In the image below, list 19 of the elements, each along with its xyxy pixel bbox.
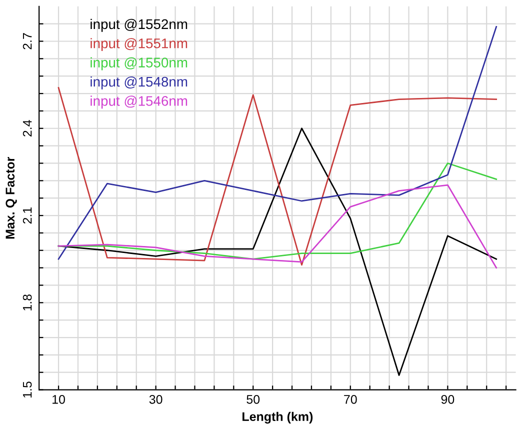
y-axis-title: Max. Q Factor xyxy=(6,156,17,239)
x-tick-label: 70 xyxy=(344,394,357,404)
x-tick-label: 50 xyxy=(246,394,260,404)
line-series xyxy=(58,128,498,376)
y-tick-label: 2.4 xyxy=(22,120,32,136)
x-tick-label: 90 xyxy=(441,394,454,404)
y-tick-label: 1.5 xyxy=(23,382,32,398)
text: input @1552nm xyxy=(90,18,188,32)
x-tick-label: 10 xyxy=(52,394,65,404)
text: input @1551nm xyxy=(90,38,188,52)
text: input @1546nm xyxy=(90,96,188,109)
y-tick-label: 1.8 xyxy=(22,294,32,310)
y-tick-label: 2.7 xyxy=(22,33,32,50)
x-tick-label: 30 xyxy=(149,394,162,404)
text: input @1548nm xyxy=(90,76,188,90)
y-tick-label: 2.1 xyxy=(22,207,32,224)
text: input @1550nm xyxy=(90,57,188,70)
line-series xyxy=(58,184,498,268)
x-axis-title: Length (km) xyxy=(242,412,313,424)
